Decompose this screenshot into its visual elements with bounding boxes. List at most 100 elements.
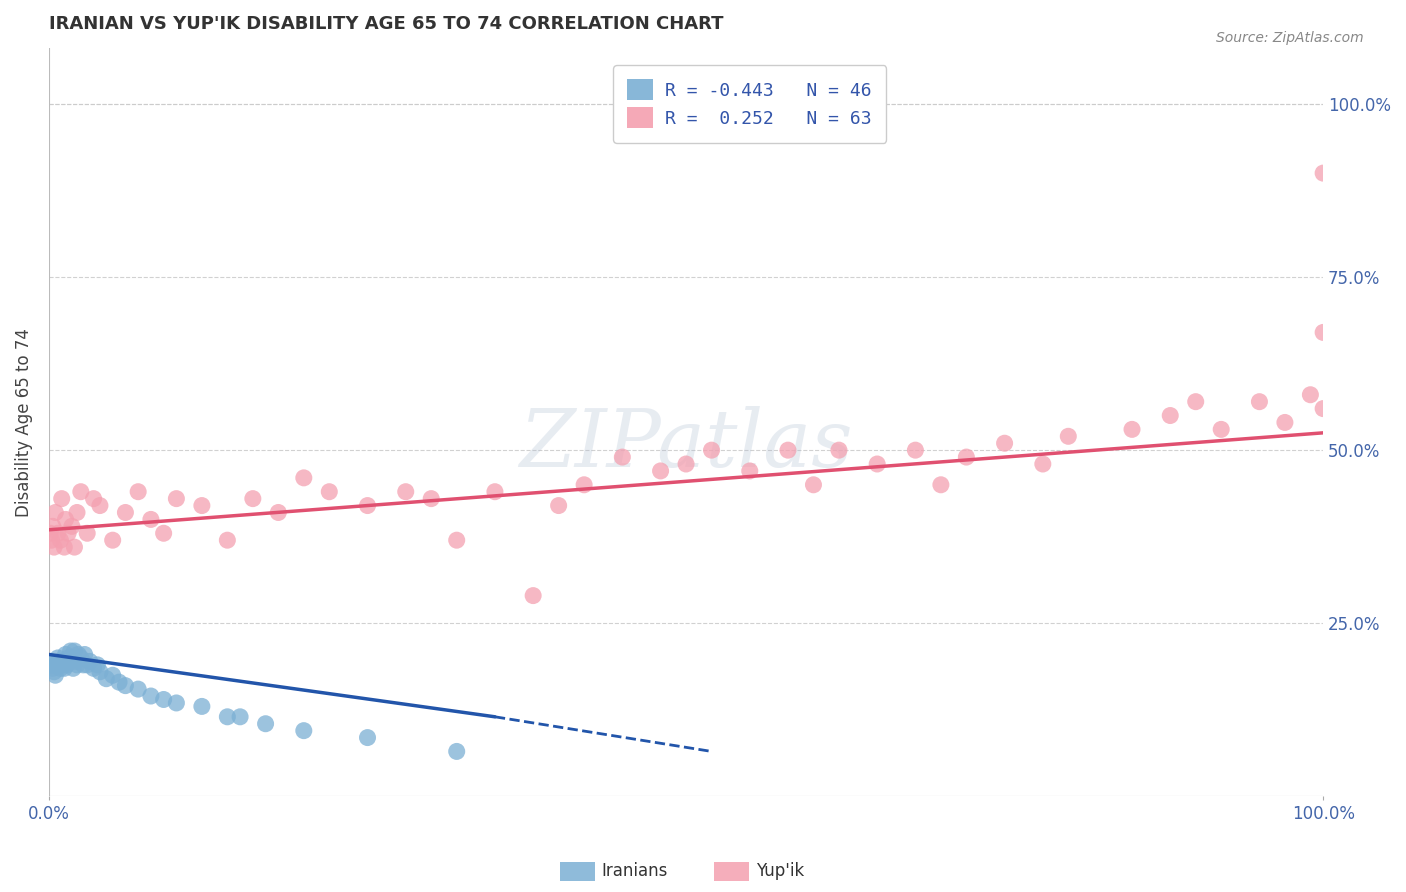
Text: ZIPatlas: ZIPatlas xyxy=(519,406,853,483)
Point xyxy=(165,491,187,506)
Point xyxy=(828,443,851,458)
Point xyxy=(955,450,977,464)
Point xyxy=(60,651,83,665)
Point xyxy=(522,589,544,603)
Point xyxy=(83,661,105,675)
Point xyxy=(446,744,468,758)
Point xyxy=(1249,394,1271,409)
Point xyxy=(1312,401,1334,416)
Point xyxy=(53,540,76,554)
Point xyxy=(292,723,315,738)
Point xyxy=(60,519,83,533)
Point xyxy=(254,716,277,731)
Point xyxy=(1274,416,1296,430)
Point xyxy=(72,657,94,672)
Point xyxy=(994,436,1017,450)
Point xyxy=(420,491,443,506)
Point xyxy=(48,654,70,668)
Point xyxy=(318,484,340,499)
Point xyxy=(56,657,79,672)
Point xyxy=(446,533,468,548)
Point xyxy=(1312,166,1334,180)
Point xyxy=(139,689,162,703)
Point xyxy=(79,654,101,668)
Point xyxy=(41,657,63,672)
Point xyxy=(62,661,84,675)
Point xyxy=(42,665,65,679)
Point xyxy=(242,491,264,506)
Point xyxy=(904,443,927,458)
Point xyxy=(89,499,111,513)
Point xyxy=(41,533,63,548)
Point xyxy=(114,679,136,693)
Point xyxy=(83,491,105,506)
Point xyxy=(1312,326,1334,340)
Point xyxy=(356,499,378,513)
Text: Yup'ik: Yup'ik xyxy=(756,863,804,880)
Point xyxy=(165,696,187,710)
Point xyxy=(127,484,149,499)
Point xyxy=(191,499,214,513)
Point xyxy=(217,710,239,724)
Point xyxy=(56,526,79,541)
Point xyxy=(1299,388,1322,402)
Point xyxy=(52,657,75,672)
Point xyxy=(650,464,672,478)
Point xyxy=(866,457,889,471)
Point xyxy=(86,657,108,672)
Point xyxy=(39,526,62,541)
Point xyxy=(51,491,73,506)
Point xyxy=(1159,409,1181,423)
Point xyxy=(108,675,131,690)
Point xyxy=(42,519,65,533)
Point xyxy=(395,484,418,499)
Y-axis label: Disability Age 65 to 74: Disability Age 65 to 74 xyxy=(15,328,32,516)
Point xyxy=(66,657,89,672)
Point xyxy=(152,692,174,706)
Point xyxy=(46,526,69,541)
Point xyxy=(76,657,98,672)
Point xyxy=(803,477,825,491)
Point xyxy=(55,648,77,662)
Point xyxy=(73,648,96,662)
Point xyxy=(217,533,239,548)
Text: Source: ZipAtlas.com: Source: ZipAtlas.com xyxy=(1216,31,1364,45)
Point xyxy=(44,668,66,682)
Point xyxy=(59,644,82,658)
Point xyxy=(484,484,506,499)
Point xyxy=(700,443,723,458)
Point xyxy=(1184,394,1206,409)
Point xyxy=(1057,429,1080,443)
Point xyxy=(1211,422,1233,436)
Point xyxy=(101,533,124,548)
Point xyxy=(46,651,69,665)
Point xyxy=(51,654,73,668)
Point xyxy=(152,526,174,541)
Point xyxy=(45,657,67,672)
Text: IRANIAN VS YUP'IK DISABILITY AGE 65 TO 74 CORRELATION CHART: IRANIAN VS YUP'IK DISABILITY AGE 65 TO 7… xyxy=(49,15,724,33)
Point xyxy=(65,654,87,668)
Point xyxy=(356,731,378,745)
Point xyxy=(42,540,65,554)
Point xyxy=(139,512,162,526)
Point xyxy=(49,533,72,548)
Point xyxy=(292,471,315,485)
Point xyxy=(929,477,952,491)
Point xyxy=(191,699,214,714)
Point xyxy=(56,651,79,665)
Point xyxy=(1032,457,1054,471)
Point xyxy=(63,540,86,554)
Text: Iranians: Iranians xyxy=(602,863,668,880)
Point xyxy=(69,651,91,665)
Point xyxy=(63,644,86,658)
Point xyxy=(42,661,65,675)
Point xyxy=(69,484,91,499)
Point xyxy=(547,499,569,513)
Point xyxy=(127,682,149,697)
Legend: R = -0.443   N = 46, R =  0.252   N = 63: R = -0.443 N = 46, R = 0.252 N = 63 xyxy=(613,65,886,143)
Point xyxy=(44,506,66,520)
Point xyxy=(267,506,290,520)
Point xyxy=(89,665,111,679)
Point xyxy=(738,464,761,478)
Point xyxy=(101,668,124,682)
